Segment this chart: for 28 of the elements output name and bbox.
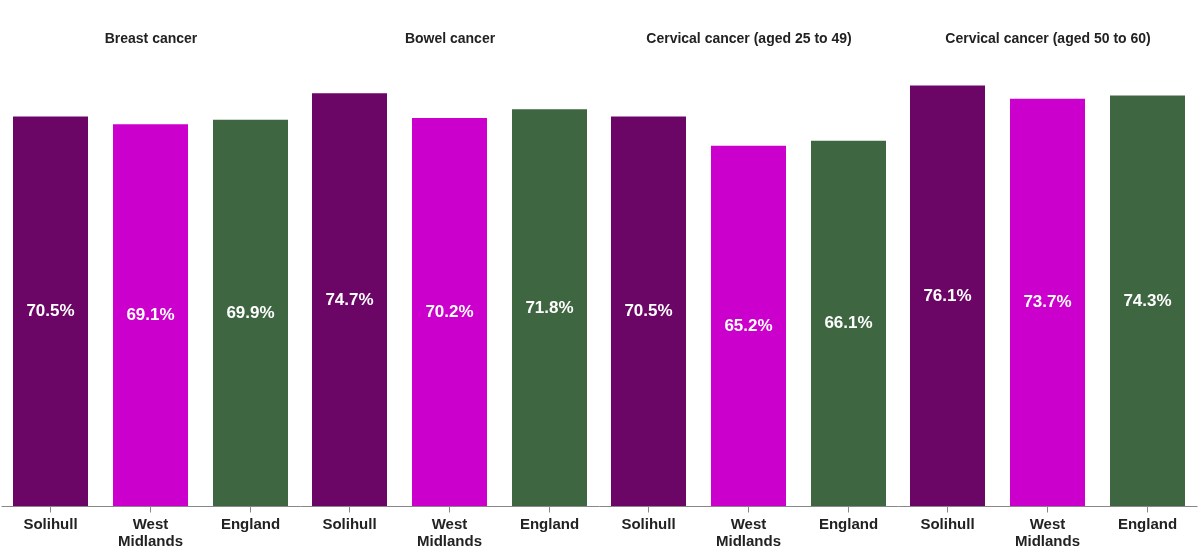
data-label: 70.5% xyxy=(624,301,673,321)
x-tick-label: Solihull xyxy=(621,514,676,532)
data-label: 66.1% xyxy=(824,313,873,333)
x-tick-label: England xyxy=(220,514,281,532)
x-tick-label: West Midlands xyxy=(117,514,184,549)
data-label: 74.7% xyxy=(325,289,374,309)
chart-title: Breast cancer xyxy=(104,30,198,46)
data-label: 69.9% xyxy=(226,302,275,322)
x-tick-label: West Midlands xyxy=(715,514,782,549)
x-tick-label: England xyxy=(818,514,879,532)
data-label: 69.1% xyxy=(126,305,175,325)
data-label: 70.2% xyxy=(425,302,474,322)
x-tick-label: West Midlands xyxy=(1014,514,1081,549)
x-tick-label: Solihull xyxy=(920,514,975,532)
chart-title: Bowel cancer xyxy=(404,30,496,46)
x-tick-label: England xyxy=(519,514,580,532)
x-tick-label: Solihull xyxy=(23,514,78,532)
data-label: 73.7% xyxy=(1023,292,1072,312)
data-label: 70.5% xyxy=(26,301,75,321)
x-tick-label: Solihull xyxy=(322,514,377,532)
x-tick-label: England xyxy=(1117,514,1178,532)
chart-title: Cervical cancer (aged 50 to 60) xyxy=(945,30,1151,46)
data-label: 71.8% xyxy=(525,297,574,317)
data-label: 74.3% xyxy=(1123,290,1172,310)
x-tick-label: West Midlands xyxy=(416,514,483,549)
chart-title: Cervical cancer (aged 25 to 49) xyxy=(646,30,852,46)
data-label: 76.1% xyxy=(923,285,972,305)
data-label: 65.2% xyxy=(724,315,773,335)
